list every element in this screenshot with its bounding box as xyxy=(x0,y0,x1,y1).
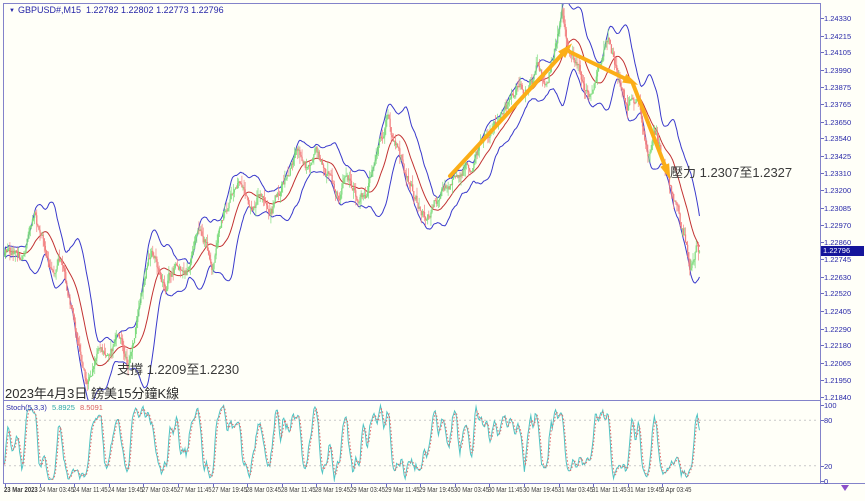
time-axis-separator xyxy=(3,483,865,484)
price-axis-separator xyxy=(820,3,821,484)
time-tick-label: 31 Mar 03:45 xyxy=(557,487,593,494)
chart-shift-marker-icon[interactable] xyxy=(841,485,849,491)
price-tick-label: 1.21950 xyxy=(824,376,852,386)
stoch-d-value: 8.5091 xyxy=(80,403,103,412)
stoch-scale-label: 100 xyxy=(824,401,837,410)
price-tick-label: 1.22180 xyxy=(824,341,852,351)
stoch-name: Stoch(5,3,3) xyxy=(6,403,47,412)
stoch-scale-label: 0 xyxy=(824,477,829,486)
chart-title: ▼ GBPUSD#,M15 1.22782 1.22802 1.22773 1.2… xyxy=(9,5,224,15)
time-tick-label: 27 Mar 11:45 xyxy=(177,487,212,494)
time-tick-label: 3 Apr 03:45 xyxy=(661,487,692,494)
time-tick-label: 24 Mar 03:45 xyxy=(38,487,74,494)
time-tick-label: 28 Mar 11:45 xyxy=(280,487,316,494)
price-tick-label: 1.23085 xyxy=(824,203,852,213)
time-tick-label: 24 Mar 19:45 xyxy=(107,487,143,494)
time-tick-label: 29 Mar 11:45 xyxy=(384,487,420,494)
time-tick-label: 29 Mar 03:45 xyxy=(350,487,386,494)
time-tick-label: 29 Mar 19:45 xyxy=(419,487,455,494)
stoch-scale-label: 80 xyxy=(824,416,833,426)
price-tick-label: 1.22405 xyxy=(824,307,852,316)
price-tick-label: 1.23540 xyxy=(824,134,852,144)
time-tick-label: 23 Mar 2023 xyxy=(4,487,38,494)
resistance-annotation: 壓力 1.2307至1.2327 xyxy=(670,165,793,180)
price-tick-label: 1.23990 xyxy=(824,65,852,75)
price-tick-label: 1.23765 xyxy=(824,99,852,109)
price-tick-label: 1.22065 xyxy=(824,358,852,368)
window-border-top xyxy=(3,3,821,4)
time-tick-label: 28 Mar 19:45 xyxy=(315,487,351,494)
price-tick-label: 1.22630 xyxy=(824,272,852,282)
price-tick-label: 1.23875 xyxy=(824,83,852,93)
symbol-timeframe: GBPUSD#,M15 xyxy=(17,5,81,15)
price-tick-label: 1.22860 xyxy=(824,237,852,247)
collapse-triangle-icon[interactable]: ▼ xyxy=(9,8,15,14)
stoch-scale-label: 20 xyxy=(824,461,833,471)
current-price-badge: 1.22796 xyxy=(821,246,864,257)
stoch-k-value: 5.8925 xyxy=(51,403,75,412)
time-tick-label: 30 Mar 19:45 xyxy=(523,487,559,494)
price-tick-label: 1.23425 xyxy=(824,151,852,161)
support-annotation: 支撐 1.2209至1.2230 xyxy=(117,362,240,377)
panel-splitter[interactable] xyxy=(3,400,821,401)
price-tick-label: 1.22520 xyxy=(824,289,852,299)
price-tick-label: 1.21840 xyxy=(824,393,852,402)
price-tick-label: 1.22290 xyxy=(824,324,852,334)
price-tick-label: 1.23310 xyxy=(824,169,852,179)
time-tick-label: 28 Mar 03:45 xyxy=(246,487,282,494)
price-tick-label: 1.23200 xyxy=(824,185,852,195)
window-border-left xyxy=(3,3,4,484)
price-tick-label: 1.24330 xyxy=(824,14,852,23)
time-tick-label: 31 Mar 11:45 xyxy=(592,487,627,494)
price-tick-label: 1.24105 xyxy=(824,48,852,58)
time-tick-label: 27 Mar 03:45 xyxy=(142,487,178,494)
ohlc-values: 1.22782 1.22802 1.22773 1.22796 xyxy=(86,5,224,15)
price-tick-label: 1.23650 xyxy=(824,117,852,127)
time-tick-label: 30 Mar 11:45 xyxy=(488,487,524,494)
price-tick-label: 1.22745 xyxy=(824,255,852,265)
price-tick-label: 1.24215 xyxy=(824,31,852,41)
price-tick-label: 1.22970 xyxy=(824,221,852,230)
time-tick-label: 24 Mar 11:45 xyxy=(73,487,108,494)
stochastic-indicator-label: Stoch(5,3,3) 5.8925 8.5091 xyxy=(6,403,103,412)
date-caption: 2023年4月3日 鎊美15分鐘K線 xyxy=(5,386,180,401)
time-tick-label: 30 Mar 03:45 xyxy=(453,487,489,494)
time-tick-label: 31 Mar 19:45 xyxy=(626,487,662,494)
time-tick-label: 27 Mar 19:45 xyxy=(211,487,247,494)
